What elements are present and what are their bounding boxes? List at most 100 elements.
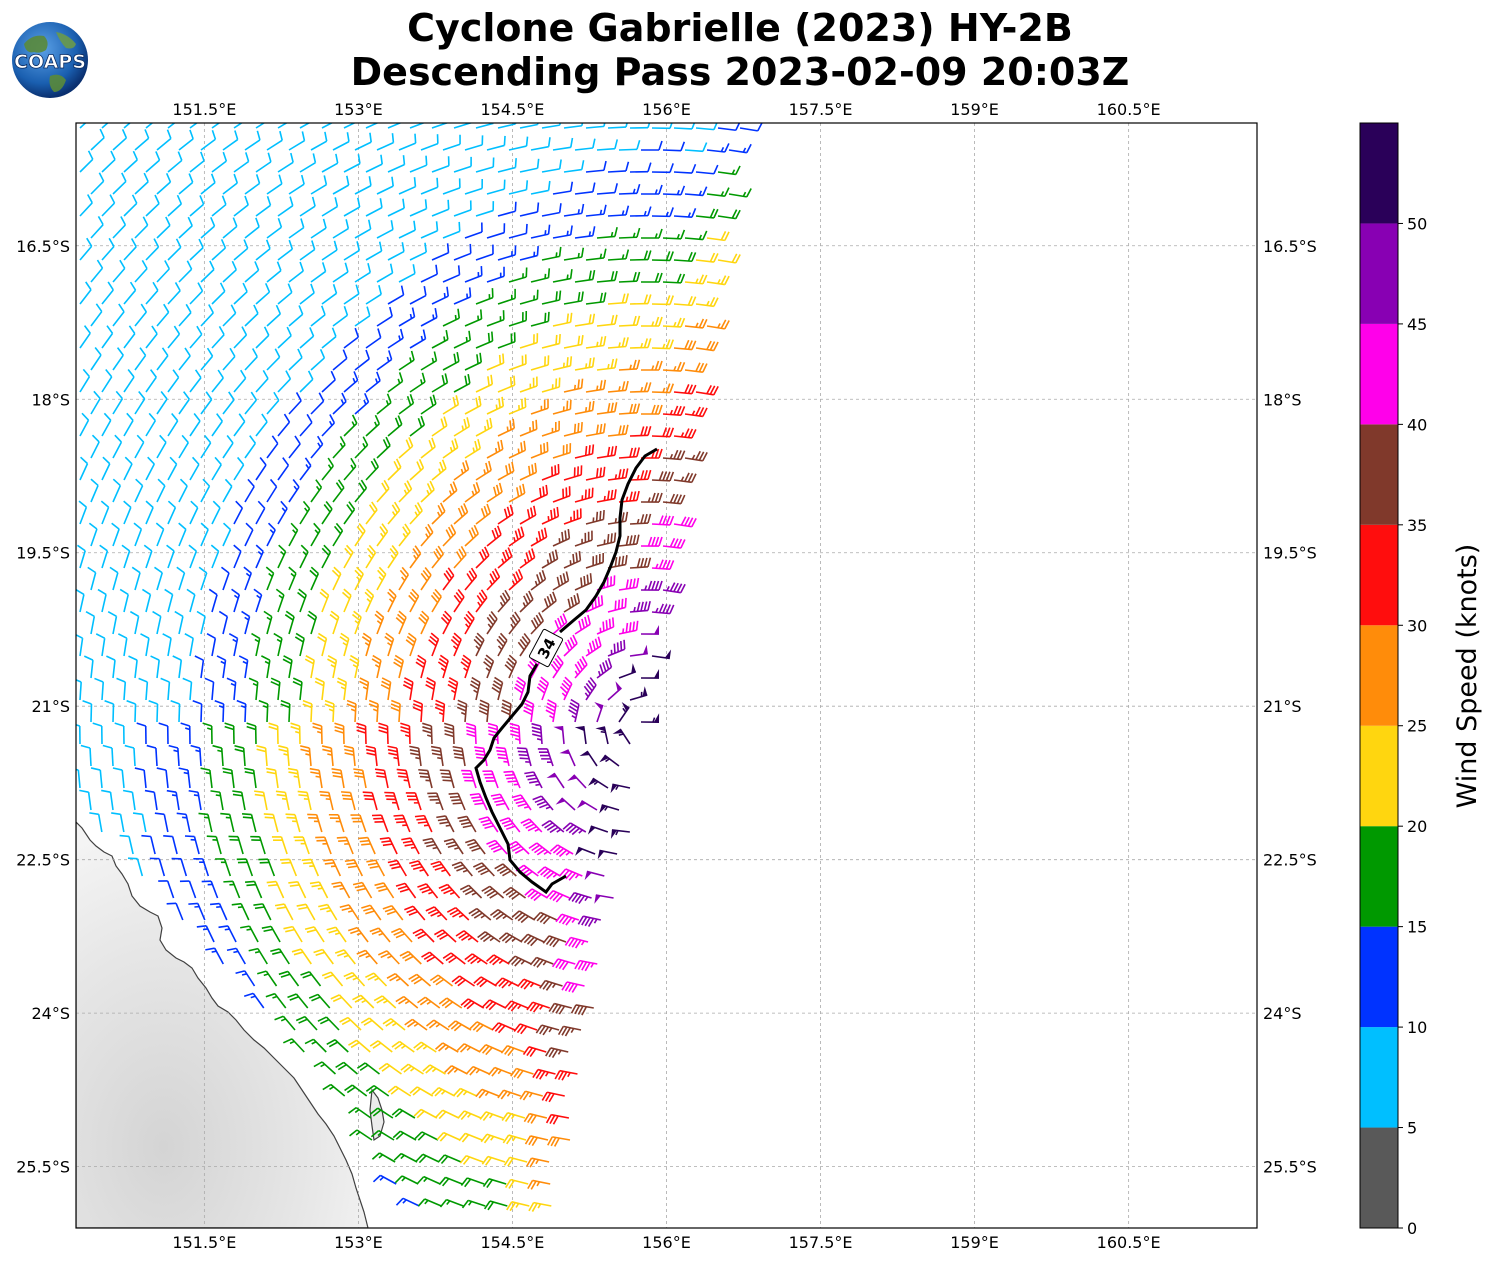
wind-barb xyxy=(596,532,617,547)
wind-barb xyxy=(277,196,294,217)
wind-barb xyxy=(387,859,408,877)
wind-barb xyxy=(387,588,397,613)
wind-barb xyxy=(508,311,528,327)
wind-barb xyxy=(285,813,301,833)
wind-barb xyxy=(163,835,178,855)
wind-barb xyxy=(288,348,303,371)
wind-barb xyxy=(278,745,290,767)
wind-barb xyxy=(327,654,338,679)
wind-barb xyxy=(102,744,114,767)
wind-barb xyxy=(537,866,561,880)
wind-barb xyxy=(495,977,519,989)
wind-barb xyxy=(453,373,471,393)
colorbar-tick-label: 20 xyxy=(1407,817,1427,836)
wind-barb xyxy=(288,305,304,327)
wind-barb xyxy=(395,995,419,1009)
wind-barb xyxy=(530,311,550,327)
wind-barb xyxy=(535,1024,560,1036)
wind-barb xyxy=(453,287,472,305)
wind-barb xyxy=(475,201,495,217)
wind-barb xyxy=(629,338,652,349)
wind-barb xyxy=(548,1002,572,1015)
wind-barb xyxy=(398,220,416,239)
wind-barb xyxy=(413,1041,437,1053)
wind-barb xyxy=(101,789,114,811)
wind-barb xyxy=(398,350,415,371)
wind-barb xyxy=(134,216,149,239)
wind-barb xyxy=(409,415,426,437)
wind-barb xyxy=(640,272,663,283)
wind-barb xyxy=(361,632,372,657)
wind-barb xyxy=(585,292,607,305)
colorbar: 0 5 10 15 20 25 30 35 40 45 50 xyxy=(1359,122,1427,1238)
wind-barb xyxy=(310,522,321,547)
wind-barb xyxy=(523,1112,548,1124)
colorbar-tick-label: 0 xyxy=(1407,1219,1417,1238)
wind-barb xyxy=(283,925,303,943)
wind-barb xyxy=(502,1134,527,1145)
wind-barb xyxy=(318,903,338,921)
wind-barb xyxy=(332,305,349,327)
wind-barb xyxy=(465,838,486,855)
wind-barb xyxy=(156,347,169,371)
wind-barb xyxy=(431,373,449,393)
wind-barb xyxy=(255,544,264,569)
wind-barb xyxy=(629,469,652,481)
wind-barb xyxy=(124,744,136,767)
wind-barb xyxy=(248,677,259,701)
wind-barb xyxy=(156,391,168,415)
colorbar-bin xyxy=(1360,424,1398,525)
wind-barb xyxy=(156,216,171,239)
wind-barb xyxy=(332,479,345,503)
wind-barb xyxy=(596,270,618,283)
wind-barb xyxy=(398,264,416,283)
wind-barb xyxy=(387,242,405,261)
wind-barb xyxy=(517,633,531,657)
wind-barb xyxy=(167,500,177,525)
wind-barb xyxy=(204,677,215,701)
wind-barb xyxy=(101,150,116,173)
wind-barb xyxy=(662,582,686,594)
wind-barb xyxy=(189,123,199,129)
wind-barb xyxy=(123,238,137,261)
wind-barb xyxy=(178,260,193,283)
wind-barb xyxy=(329,610,340,635)
wind-barb xyxy=(101,194,116,217)
wind-barb xyxy=(297,588,307,613)
wind-barb xyxy=(527,1179,551,1190)
wind-barb xyxy=(475,123,495,129)
wind-barb xyxy=(552,528,571,547)
wind-barb xyxy=(160,677,171,701)
wind-barb xyxy=(245,880,263,899)
colorbar-tick-label: 25 xyxy=(1407,717,1427,736)
wind-barb xyxy=(542,935,567,948)
wind-barb xyxy=(552,312,573,327)
wind-barb xyxy=(673,163,697,174)
wind-barb xyxy=(387,285,405,305)
wind-barb xyxy=(528,1201,552,1212)
wind-barb xyxy=(76,723,81,745)
wind-barb xyxy=(398,307,416,327)
wind-barb xyxy=(176,566,186,591)
wind-barb xyxy=(150,655,160,679)
wind-barb xyxy=(563,291,584,305)
wind-barb xyxy=(508,568,524,591)
wind-barb xyxy=(376,566,387,591)
wind-barb xyxy=(497,123,517,129)
wind-barb xyxy=(513,1023,538,1035)
wind-barb xyxy=(266,348,281,371)
wind-barb xyxy=(393,814,411,833)
wind-barb xyxy=(563,160,585,173)
wind-barb xyxy=(431,459,447,481)
wind-barb xyxy=(504,1000,529,1012)
wind-barb xyxy=(111,522,120,547)
wind-barb xyxy=(222,767,235,789)
wind-barb xyxy=(439,769,455,789)
wind-barb xyxy=(552,181,574,195)
wind-barb xyxy=(371,654,382,679)
wind-barb xyxy=(408,588,420,613)
wind-barb xyxy=(222,435,234,459)
wind-barb xyxy=(706,231,730,242)
wind-barb xyxy=(365,154,383,173)
wind-barb xyxy=(585,336,607,349)
